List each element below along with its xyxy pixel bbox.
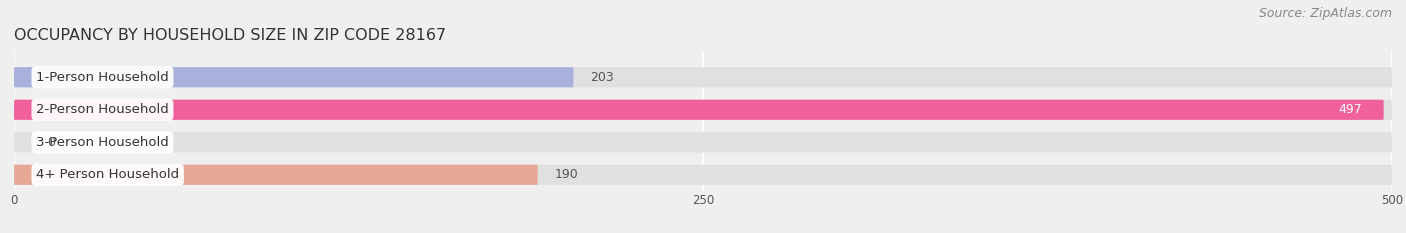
Text: 190: 190	[554, 168, 578, 181]
Text: Source: ZipAtlas.com: Source: ZipAtlas.com	[1258, 7, 1392, 20]
FancyBboxPatch shape	[14, 165, 537, 185]
Text: 2-Person Household: 2-Person Household	[37, 103, 169, 116]
Text: 0: 0	[48, 136, 55, 149]
Text: OCCUPANCY BY HOUSEHOLD SIZE IN ZIP CODE 28167: OCCUPANCY BY HOUSEHOLD SIZE IN ZIP CODE …	[14, 28, 446, 43]
FancyBboxPatch shape	[14, 67, 574, 87]
FancyBboxPatch shape	[14, 100, 1384, 120]
FancyBboxPatch shape	[14, 67, 1392, 87]
Text: 497: 497	[1339, 103, 1361, 116]
FancyBboxPatch shape	[14, 165, 1392, 185]
Text: 4+ Person Household: 4+ Person Household	[37, 168, 179, 181]
Text: 203: 203	[591, 71, 614, 84]
FancyBboxPatch shape	[14, 132, 1392, 152]
Text: 3-Person Household: 3-Person Household	[37, 136, 169, 149]
FancyBboxPatch shape	[14, 100, 1392, 120]
Text: 1-Person Household: 1-Person Household	[37, 71, 169, 84]
